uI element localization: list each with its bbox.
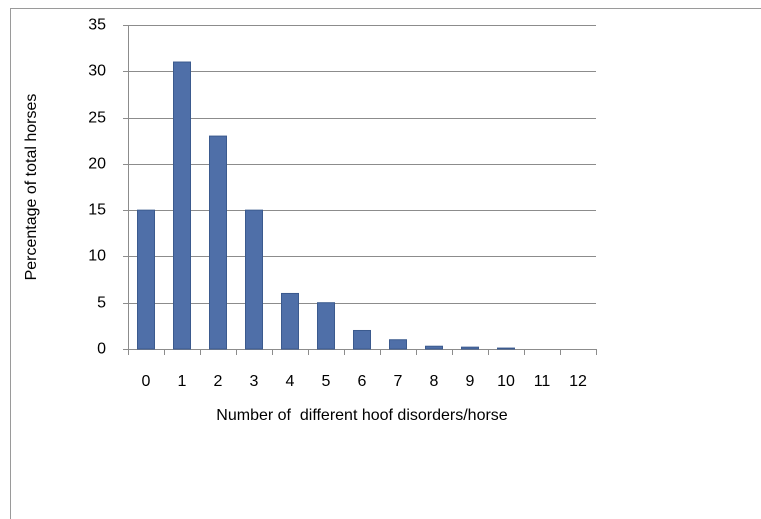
x-tick-label: 6 [358, 373, 367, 390]
y-tick-label: 0 [97, 341, 106, 358]
y-tick-label: 5 [97, 295, 106, 312]
y-tick-label: 20 [88, 156, 106, 173]
x-tick-label: 5 [322, 373, 331, 390]
bar [497, 347, 515, 350]
bar [281, 292, 299, 350]
y-tick-label: 30 [88, 63, 106, 80]
x-tick-label: 2 [214, 373, 223, 390]
bar [389, 339, 407, 350]
y-tick-label: 15 [88, 202, 106, 219]
y-axis-label: Percentage of total horses [23, 94, 40, 281]
x-tick-label: 9 [466, 373, 475, 390]
x-tick-label: 4 [286, 373, 295, 390]
bar [461, 346, 479, 350]
x-tick-label: 0 [142, 373, 151, 390]
x-tick-label: 12 [569, 373, 587, 390]
bar [173, 61, 191, 350]
x-tick-label: 7 [394, 373, 403, 390]
x-tick-label: 1 [178, 373, 187, 390]
bar [317, 302, 335, 350]
bar [353, 329, 371, 350]
x-tick-label: 8 [430, 373, 439, 390]
x-tick-label: 3 [250, 373, 259, 390]
bar [425, 345, 443, 350]
bar [245, 209, 263, 350]
x-tick-label: 11 [534, 373, 551, 390]
x-tick-label: 10 [497, 373, 515, 390]
bar [137, 209, 155, 350]
x-axis-label: Number of different hoof disorders/horse [216, 407, 508, 424]
bar [209, 135, 227, 350]
y-tick-label: 10 [88, 248, 106, 265]
y-tick-label: 35 [88, 17, 106, 34]
y-tick-label: 25 [88, 110, 106, 127]
